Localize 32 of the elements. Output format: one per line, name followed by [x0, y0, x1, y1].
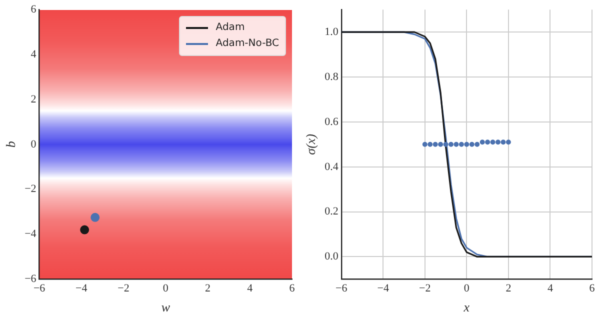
x-tick-label: 6 [589, 282, 596, 295]
x-tick-label: −6 [335, 282, 348, 295]
legend-label: Adam-No-BC [216, 36, 279, 51]
y-tick-label: 0.8 [324, 70, 339, 83]
x-tick-label: 2 [506, 282, 512, 295]
y-tick-label: 0 [30, 138, 37, 150]
x-tick-label: 0 [162, 282, 169, 295]
y-tick-label: 0.4 [324, 160, 339, 173]
y-tick-label: 2 [30, 93, 36, 106]
x-tick-label: 0 [464, 282, 470, 295]
y-tick-label: 0.2 [324, 206, 338, 218]
x-tick-label: 6 [289, 282, 296, 295]
x-tick-label: −4 [76, 282, 88, 295]
x-tick-label: −2 [419, 282, 431, 295]
y-tick-label: −4 [24, 228, 37, 240]
y-tick-label: 0.6 [324, 116, 339, 128]
legend-label: Adam [216, 20, 245, 35]
y-axis-title: b [3, 140, 18, 148]
x-tick-label: −4 [377, 282, 390, 295]
x-tick-label: 2 [205, 282, 211, 295]
y-tick-label: −2 [24, 183, 36, 196]
x-tick-label: −2 [118, 282, 130, 295]
y-tick-label: 0.0 [324, 250, 339, 263]
y-tick-label: 1.0 [324, 26, 339, 38]
x-tick-label: 4 [247, 282, 254, 295]
x-tick-label: 4 [547, 282, 554, 295]
x-axis-title: x [462, 300, 470, 315]
y-axis-title: σ(x) [303, 134, 318, 155]
y-tick-label: 6 [30, 3, 37, 16]
x-axis-title: w [161, 300, 170, 315]
y-tick-label: 4 [30, 48, 37, 60]
y-tick-label: −6 [24, 273, 37, 286]
